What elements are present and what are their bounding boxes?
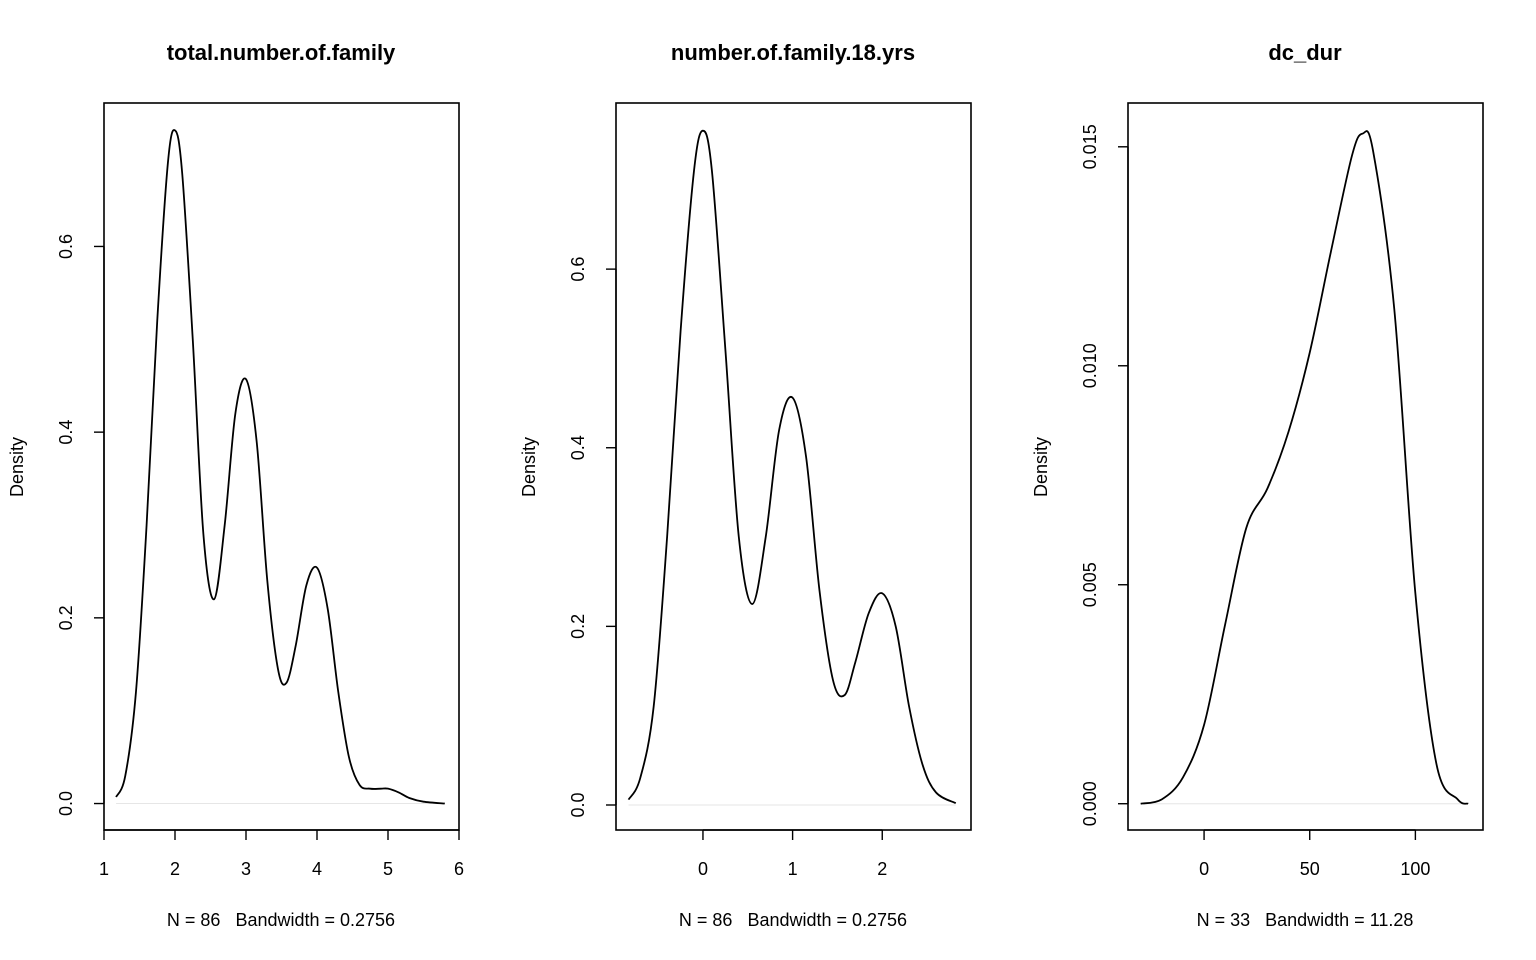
y-axis-label: Density [7, 437, 27, 497]
x-tick-label: 3 [241, 859, 251, 879]
y-tick-label: 0.005 [1080, 562, 1100, 607]
panel-dc-dur: dc_dur Density N = 33 Bandwidth = 11.28 … [1031, 40, 1484, 930]
x-tick-label: 100 [1400, 859, 1430, 879]
y-tick-label: 0.010 [1080, 343, 1100, 388]
x-axis-label: N = 86 Bandwidth = 0.2756 [679, 910, 907, 930]
x-tick-label: 2 [170, 859, 180, 879]
density-curve [115, 129, 445, 805]
panel-number-of-family-18-yrs: number.of.family.18.yrs Density N = 86 B… [519, 40, 972, 930]
x-tick-label: 6 [454, 859, 464, 879]
x-tick-label: 1 [788, 859, 798, 879]
x-tick-label: 0 [698, 859, 708, 879]
y-tick-label: 0.6 [568, 257, 588, 282]
x-tick-label: 1 [99, 859, 109, 879]
y-tick-label: 0.4 [568, 435, 588, 460]
y-tick-label: 0.000 [1080, 781, 1100, 826]
panel-title: dc_dur [1268, 40, 1342, 65]
x-axis-label: N = 86 Bandwidth = 0.2756 [167, 910, 395, 930]
plot-frame [615, 102, 972, 831]
y-axis-label: Density [1031, 437, 1051, 497]
x-axis-label: N = 33 Bandwidth = 11.28 [1197, 910, 1414, 930]
panel-total-number-of-family: total.number.of.family Density N = 86 Ba… [7, 40, 464, 930]
density-curve [1140, 130, 1469, 805]
density-curve [627, 129, 957, 805]
panel-title: number.of.family.18.yrs [671, 40, 915, 65]
y-tick-label: 0.2 [56, 605, 76, 630]
y-axis-label: Density [519, 437, 539, 497]
x-tick-label: 4 [312, 859, 322, 879]
x-tick-label: 5 [383, 859, 393, 879]
y-tick-label: 0.4 [56, 420, 76, 445]
plot-frame [103, 102, 460, 831]
panel-title: total.number.of.family [167, 40, 396, 65]
y-tick-label: 0.0 [56, 791, 76, 816]
y-tick-label: 0.6 [56, 234, 76, 259]
x-tick-label: 2 [877, 859, 887, 879]
x-tick-label: 0 [1199, 859, 1209, 879]
y-tick-label: 0.015 [1080, 124, 1100, 169]
x-tick-label: 50 [1300, 859, 1320, 879]
y-tick-label: 0.2 [568, 614, 588, 639]
y-tick-label: 0.0 [568, 792, 588, 817]
